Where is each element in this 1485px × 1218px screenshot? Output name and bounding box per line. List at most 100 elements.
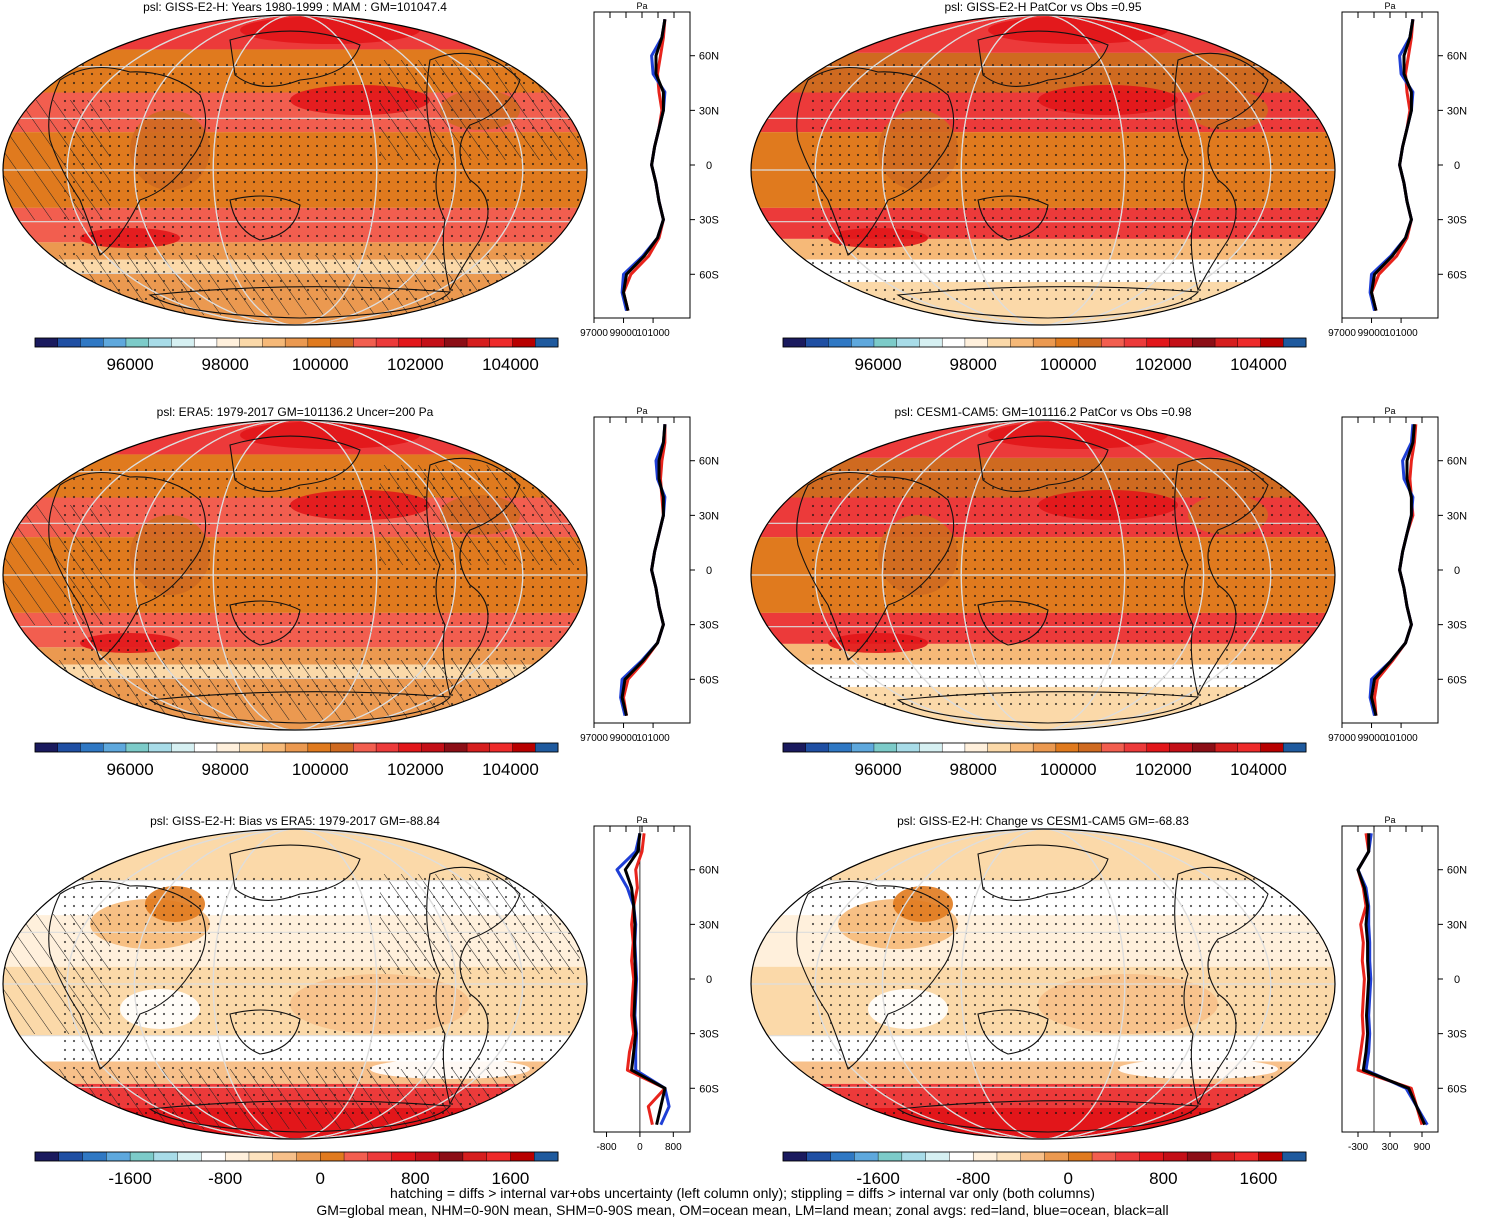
zonal-unit-label: Pa <box>636 1 647 11</box>
colorbar-swatch <box>398 742 423 753</box>
colorbar-swatch <box>828 337 852 348</box>
zonal-x-tick-label: 97000 <box>580 328 608 339</box>
colorbar-swatch <box>1123 337 1148 348</box>
colorbar-swatch <box>1146 337 1171 348</box>
colorbar-swatch <box>1078 337 1102 348</box>
colorbar-swatch <box>896 742 920 753</box>
zonal-lat-label: 0 <box>1454 974 1460 986</box>
colorbar-swatch <box>830 1151 855 1162</box>
colorbar-swatch <box>129 1151 155 1162</box>
colorbar-swatch <box>343 1151 369 1162</box>
zonal-unit-label: Pa <box>1384 1 1395 11</box>
map-field <box>3 829 587 1139</box>
colorbar-swatch <box>1139 1151 1164 1162</box>
coastline <box>426 866 521 1106</box>
colorbar-label: -800 <box>956 1169 990 1188</box>
colorbar-swatch <box>1078 742 1102 753</box>
meridian-gridline <box>960 829 1126 1139</box>
zonal-plot-frame <box>593 825 691 1133</box>
colorbar-label: -1600 <box>856 1169 899 1188</box>
coastline <box>896 1100 1200 1133</box>
meridian-gridline <box>960 15 1126 325</box>
zonal-lat-label: 60S <box>699 674 719 686</box>
meridian-gridline <box>881 829 1205 1139</box>
zonal-lat-label: 0 <box>706 565 712 577</box>
zonal-lat-label: 0 <box>706 160 712 172</box>
colorbar-label: -800 <box>208 1169 242 1188</box>
zonal-series-all <box>1356 833 1427 1126</box>
zonal-x-tick-label: 300 <box>1382 1142 1399 1153</box>
chart-panel-5: psl: GISS-E2-H: Bias vs ERA5: 1979-2017 … <box>0 814 737 1214</box>
colorbar-swatch <box>1020 1151 1045 1162</box>
colorbar-label: 102000 <box>1135 760 1192 779</box>
colorbar-swatch <box>320 1151 345 1162</box>
coastline <box>977 1009 1049 1055</box>
colorbar-swatch <box>148 337 172 348</box>
zonal-series-all <box>623 833 667 1126</box>
colorbar-label: 104000 <box>482 760 539 779</box>
colorbar-swatch <box>1282 1151 1307 1162</box>
zonal-x-tick-label: 101000 <box>1384 328 1418 339</box>
colorbar-label: 1600 <box>492 1169 530 1188</box>
zonal-plot-frame <box>1341 416 1439 724</box>
colorbar-swatch <box>239 337 263 348</box>
zonal-x-tick-label: 99000 <box>610 328 638 339</box>
colorbar-swatch <box>193 337 218 348</box>
colorbar-frame <box>782 742 1307 753</box>
colorbar-swatch <box>941 337 966 348</box>
zonal-lat-label: 60S <box>1447 1083 1467 1095</box>
colorbar-swatch <box>806 1151 832 1162</box>
coastline <box>977 600 1049 646</box>
zonal-lat-label: 60N <box>699 456 719 468</box>
map-field <box>751 420 1335 730</box>
colorbar-swatch <box>1283 742 1307 753</box>
colorbar-swatch <box>1010 742 1034 753</box>
colorbar-swatch <box>919 742 943 753</box>
colorbar-label: 800 <box>401 1169 429 1188</box>
colorbar-swatch <box>421 337 445 348</box>
chart-panel-1: psl: GISS-E2-H: Years 1980-1999 : MAM : … <box>0 0 737 400</box>
colorbar-swatch <box>80 337 104 348</box>
colorbar-label: 98000 <box>950 760 997 779</box>
colorbar-swatch <box>851 742 875 753</box>
meridian-gridline <box>814 15 1272 325</box>
colorbar-swatch <box>1214 742 1239 753</box>
colorbar-swatch <box>535 337 559 348</box>
map-border <box>2 14 588 326</box>
colorbar-swatch <box>34 337 59 348</box>
map-field <box>751 15 1335 325</box>
zonal-lat-label: 60N <box>699 865 719 877</box>
colorbar-swatch <box>330 337 354 348</box>
colorbar-swatch <box>284 742 309 753</box>
map-border <box>750 419 1336 731</box>
chart-panel-2: psl: GISS-E2-H PatCor vs Obs =0.95 96000 9… <box>748 0 1485 400</box>
zonal-lat-label: 60S <box>699 1083 719 1095</box>
colorbar-swatch <box>1214 337 1239 348</box>
colorbar-swatch <box>57 742 81 753</box>
colorbar-swatch <box>224 1151 250 1162</box>
zonal-series-land <box>625 833 667 1126</box>
map-border <box>750 14 1336 326</box>
colorbar-swatch <box>805 742 829 753</box>
colorbar-swatch <box>125 337 150 348</box>
coastline <box>426 52 521 292</box>
zonal-lat-label: 30S <box>699 1029 719 1041</box>
colorbar-swatch <box>272 1151 297 1162</box>
colorbar-swatch <box>1044 1151 1069 1162</box>
zonal-lat-label: 60S <box>1447 674 1467 686</box>
zonal-x-tick-label: -800 <box>597 1142 617 1153</box>
colorbar-swatch <box>307 337 332 348</box>
colorbar-swatch <box>296 1151 321 1162</box>
colorbar-swatch <box>987 337 1011 348</box>
zonal-lat-label: 30N <box>1447 919 1467 931</box>
coastline <box>796 472 955 661</box>
zonal-x-tick-label: 99000 <box>1358 733 1386 744</box>
meridian-gridline <box>212 420 378 730</box>
zonal-plot-frame <box>593 11 691 319</box>
coastline <box>229 435 361 492</box>
hatching <box>20 255 580 315</box>
zonal-plot-frame <box>1341 825 1439 1133</box>
colorbar-swatch <box>964 337 989 348</box>
colorbar-swatch <box>1258 1151 1283 1162</box>
zonal-lat-label: 60N <box>1447 865 1467 877</box>
